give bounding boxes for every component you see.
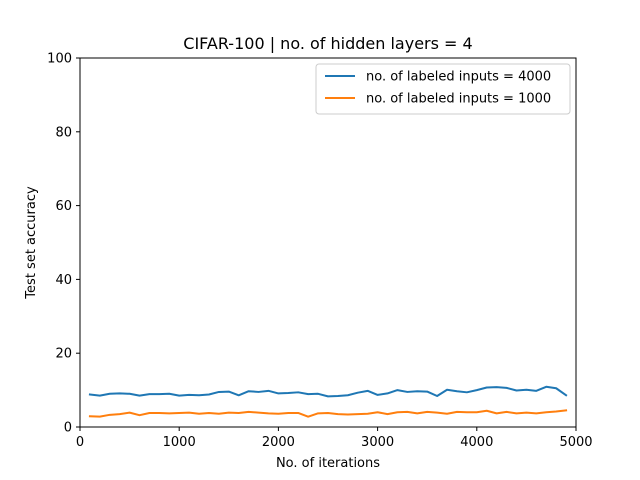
x-tick-label: 1000 (163, 435, 196, 450)
y-tick-label: 100 (47, 52, 72, 67)
y-tick-label: 60 (55, 199, 72, 214)
y-tick-label: 20 (55, 347, 72, 362)
x-tick-label: 3000 (361, 435, 394, 450)
x-axis: 0 1000 2000 3000 4000 5000 (76, 427, 593, 450)
y-tick-label: 80 (55, 125, 72, 140)
series-line-1 (88, 409, 568, 418)
plot-layer (88, 385, 568, 418)
legend-box (315, 63, 571, 115)
x-axis-label: No. of iterations (276, 456, 380, 471)
x-tick-label: 2000 (262, 435, 295, 450)
y-axis: 0 20 40 60 80 100 (47, 52, 80, 436)
x-tick-label: 0 (76, 435, 84, 450)
legend-label-4000: no. of labeled inputs = 4000 (366, 70, 551, 85)
x-tick-label: 5000 (559, 435, 592, 450)
legend: no. of labeled inputs = 4000 no. of labe… (315, 63, 571, 115)
y-tick-label: 0 (64, 421, 72, 436)
y-tick-label: 40 (55, 273, 72, 288)
legend-label-1000: no. of labeled inputs = 1000 (366, 92, 551, 107)
y-axis-label: Test set accuracy (24, 186, 39, 300)
series-line-0 (88, 385, 568, 398)
chart-title: CIFAR-100 | no. of hidden layers = 4 (183, 34, 472, 53)
x-tick-label: 4000 (460, 435, 493, 450)
plot-frame (79, 57, 577, 428)
